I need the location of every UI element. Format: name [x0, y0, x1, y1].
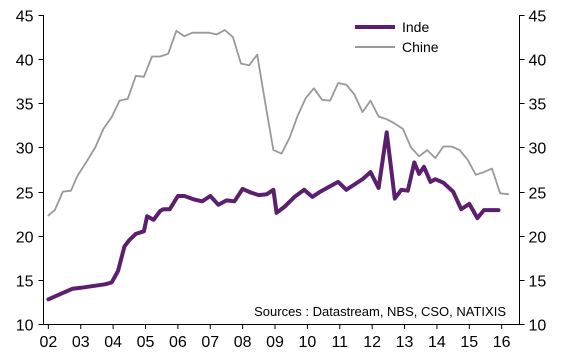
y-tick-label-right: 45 [529, 9, 547, 26]
y-tick-label-left: 35 [16, 97, 34, 114]
y-tick-label-left: 10 [16, 318, 34, 335]
y-tick-label-right: 30 [529, 141, 547, 158]
tick-labels: 10 10 15 15 20 20 25 25 30 30 35 35 40 40 45 45 02 03 04 05… [16, 9, 547, 352]
x-tick-label: 15 [460, 334, 478, 351]
x-tick-label: 04 [104, 334, 122, 351]
y-tick-label-right: 25 [529, 186, 547, 203]
y-tick-label-right: 40 [529, 53, 547, 70]
x-tick-label: 09 [266, 334, 284, 351]
y-tick-label-left: 30 [16, 141, 34, 158]
x-tick-label: 06 [169, 334, 187, 351]
x-tick-label: 02 [39, 334, 57, 351]
x-tick-label: 03 [72, 334, 90, 351]
axes [43, 15, 520, 325]
x-tick-label: 13 [396, 334, 414, 351]
legend-label-inde: Inde [402, 19, 429, 35]
series-line-chine [47, 29, 510, 217]
x-tick-label: 08 [234, 334, 252, 351]
source-annotation: Sources : Datastream, NBS, CSO, NATIXIS [254, 304, 506, 319]
y-tick-label-right: 10 [529, 318, 547, 335]
x-tick-label: 11 [331, 334, 348, 351]
y-tick-label-left: 20 [16, 230, 34, 247]
y-tick-label-left: 25 [16, 186, 34, 203]
legend: Inde Chine [355, 19, 439, 55]
x-tick-label: 16 [493, 334, 511, 351]
legend-label-chine: Chine [402, 39, 439, 55]
y-tick-label-right: 35 [529, 97, 547, 114]
tick-marks [38, 15, 525, 329]
x-tick-label: 12 [363, 334, 381, 351]
x-tick-label: 14 [428, 334, 446, 351]
y-tick-label-right: 20 [529, 230, 547, 247]
series-lines [46, 29, 510, 302]
y-tick-label-left: 15 [16, 274, 34, 291]
y-tick-label-right: 15 [529, 274, 547, 291]
x-tick-label: 10 [299, 334, 317, 351]
x-tick-label: 07 [201, 334, 219, 351]
y-tick-label-left: 45 [16, 9, 34, 26]
series-line-inde [46, 130, 501, 302]
x-tick-label: 05 [137, 334, 155, 351]
y-tick-label-left: 40 [16, 53, 34, 70]
